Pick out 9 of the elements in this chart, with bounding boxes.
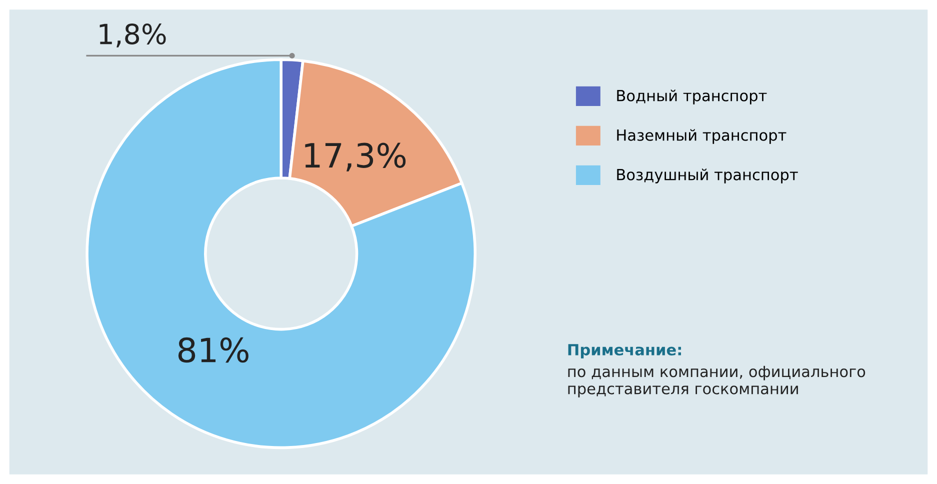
text: по данным компании, официального представителя госкомпании [568,366,866,398]
legend-label: Наземный транспорт [617,129,786,144]
data-label: 17,3% [305,142,406,172]
text: Примечание: [568,344,681,358]
legend-label: Водный транспорт [617,90,767,104]
donut-slice [86,58,477,450]
data-label: 1,8% [100,23,166,48]
data-label: 81% [178,337,248,363]
legend-label: Воздушный транспорт [617,168,798,184]
